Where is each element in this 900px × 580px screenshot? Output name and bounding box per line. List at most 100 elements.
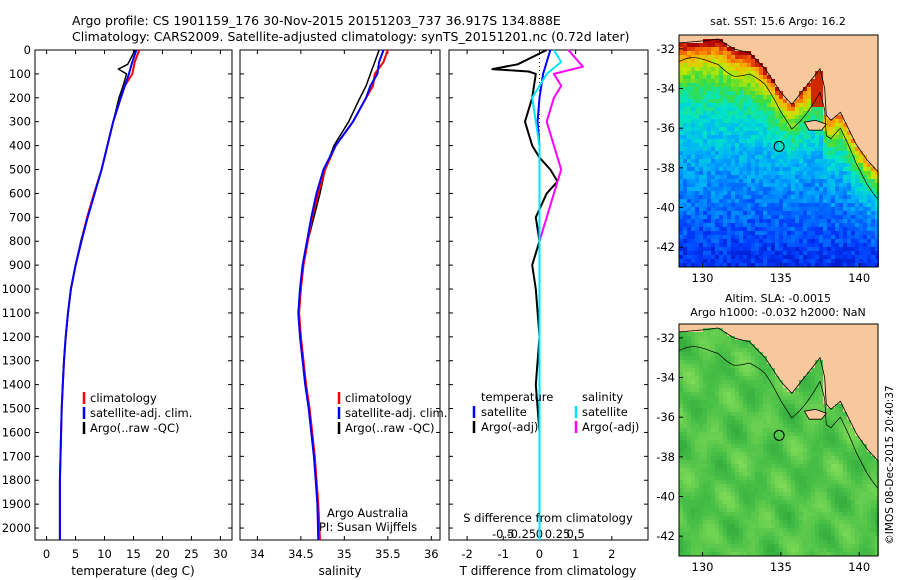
ocean-cell — [739, 552, 743, 556]
ocean-cell — [759, 364, 763, 368]
ocean-cell — [707, 468, 711, 472]
ocean-cell — [827, 428, 831, 432]
ocean-cell — [743, 147, 747, 151]
ocean-cell — [823, 476, 827, 480]
ocean-cell — [711, 344, 715, 348]
ocean-cell — [803, 127, 807, 131]
ocean-cell — [719, 356, 723, 360]
ocean-cell — [819, 428, 823, 432]
ocean-cell — [827, 247, 831, 251]
ocean-cell — [783, 492, 787, 496]
ocean-cell — [799, 528, 803, 532]
ocean-cell — [831, 259, 835, 263]
ocean-cell — [839, 440, 843, 444]
ocean-cell — [779, 203, 783, 207]
ocean-cell — [843, 183, 847, 187]
ocean-cell — [719, 215, 723, 219]
ocean-cell — [687, 115, 691, 119]
difference-depth-ticks — [449, 49, 648, 529]
ocean-cell — [823, 504, 827, 508]
ocean-cell — [723, 340, 727, 344]
ocean-cell — [679, 544, 683, 548]
ocean-cell — [815, 548, 819, 552]
ocean-cell — [767, 400, 771, 404]
ocean-cell — [859, 243, 863, 247]
ocean-cell — [771, 183, 775, 187]
ocean-cell — [687, 195, 691, 199]
ocean-cell — [819, 191, 823, 195]
ocean-cell — [815, 532, 819, 536]
ocean-cell — [775, 243, 779, 247]
ocean-cell — [723, 424, 727, 428]
ocean-cell — [735, 263, 739, 267]
ocean-cell — [707, 512, 711, 516]
ocean-cell — [699, 175, 703, 179]
ocean-cell — [835, 251, 839, 255]
ocean-cell — [851, 175, 855, 179]
ocean-cell — [803, 428, 807, 432]
ocean-cell — [867, 183, 871, 187]
ocean-cell — [847, 420, 851, 424]
ocean-cell — [831, 243, 835, 247]
ocean-cell — [695, 472, 699, 476]
ocean-cell — [827, 488, 831, 492]
ocean-cell — [803, 171, 807, 175]
ocean-cell — [771, 135, 775, 139]
ocean-cell — [707, 384, 711, 388]
ocean-cell — [695, 392, 699, 396]
ocean-cell — [843, 428, 847, 432]
ocean-cell — [743, 380, 747, 384]
ocean-cell — [763, 163, 767, 167]
ocean-cell — [715, 67, 719, 71]
ocean-cell — [703, 424, 707, 428]
ocean-cell — [795, 99, 799, 103]
header-line2: Climatology: CARS2009. Satellite-adjuste… — [72, 29, 629, 44]
ocean-cell — [751, 532, 755, 536]
ocean-cell — [827, 175, 831, 179]
ocean-cell — [771, 103, 775, 107]
ocean-cell — [835, 147, 839, 151]
ocean-cell — [699, 203, 703, 207]
ocean-cell — [815, 255, 819, 259]
ocean-cell — [739, 175, 743, 179]
ocean-cell — [871, 548, 875, 552]
ocean-cell — [851, 179, 855, 183]
ocean-cell — [699, 392, 703, 396]
ocean-cell — [819, 147, 823, 151]
ocean-cell — [799, 231, 803, 235]
ocean-cell — [787, 195, 791, 199]
ocean-cell — [843, 219, 847, 223]
ocean-cell — [811, 79, 815, 83]
ocean-cell — [743, 496, 747, 500]
ocean-cell — [763, 552, 767, 556]
ocean-cell — [687, 484, 691, 488]
ocean-cell — [803, 235, 807, 239]
ocean-cell — [703, 492, 707, 496]
ocean-cell — [863, 508, 867, 512]
ocean-cell — [843, 472, 847, 476]
ocean-cell — [819, 440, 823, 444]
ocean-cell — [779, 524, 783, 528]
ocean-cell — [839, 251, 843, 255]
ocean-cell — [723, 239, 727, 243]
ocean-cell — [803, 400, 807, 404]
ocean-cell — [835, 219, 839, 223]
ocean-cell — [679, 83, 683, 87]
ocean-cell — [687, 364, 691, 368]
ocean-cell — [835, 420, 839, 424]
ocean-cell — [787, 484, 791, 488]
ocean-cell — [799, 143, 803, 147]
ocean-cell — [707, 203, 711, 207]
ocean-cell — [831, 155, 835, 159]
ocean-cell — [707, 63, 711, 67]
ocean-cell — [691, 251, 695, 255]
ocean-cell — [739, 231, 743, 235]
ocean-cell — [851, 492, 855, 496]
ocean-cell — [687, 500, 691, 504]
ocean-cell — [867, 508, 871, 512]
ocean-cell — [767, 532, 771, 536]
ocean-cell — [787, 536, 791, 540]
ocean-cell — [715, 203, 719, 207]
ocean-cell — [703, 207, 707, 211]
ocean-cell — [767, 203, 771, 207]
